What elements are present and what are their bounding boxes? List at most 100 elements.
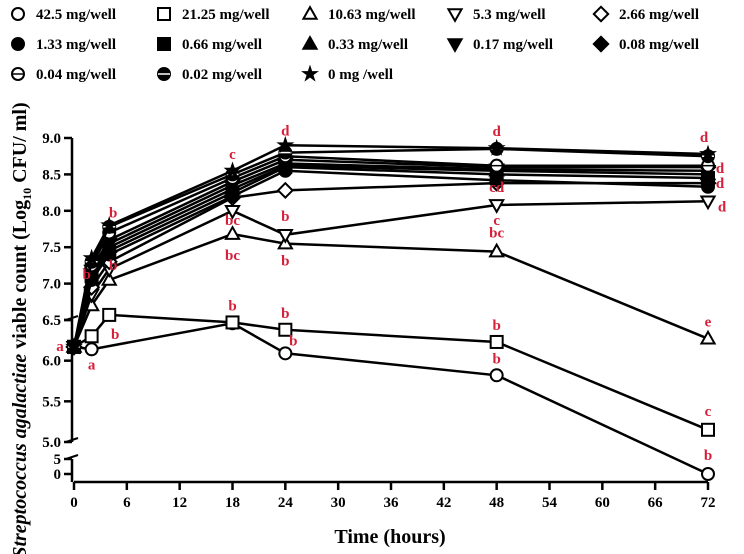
data-point [223, 161, 242, 179]
data-point [224, 225, 241, 240]
series [67, 149, 715, 354]
data-point [487, 138, 506, 156]
y-tick-label: 6.5 [42, 313, 61, 329]
series-line [73, 321, 709, 476]
axes: 0 6 12 18 24 30 36 42 48 54 60 66 72 6.5 7.0 7.5 8.0 8.5 9… [42, 131, 715, 511]
significance-label: b [82, 267, 90, 283]
legend-label: 0.33 mg/well [328, 37, 408, 53]
series-line [72, 232, 709, 348]
legend-marker [157, 7, 171, 21]
y-axis-title-sub: 10 [20, 188, 34, 200]
legend-label: 5.3 mg/well [473, 7, 546, 23]
x-tick-label: 12 [172, 495, 187, 511]
x-tick-label: 48 [489, 495, 504, 511]
data-point [278, 322, 293, 337]
data-point [277, 229, 294, 244]
significance-label: cd [489, 180, 505, 196]
data-point [65, 337, 83, 355]
legend-marker [301, 5, 319, 20]
legend-label: 21.25 mg/well [182, 7, 270, 23]
legend-item: 0 mg /well [301, 64, 393, 83]
series-line [72, 181, 708, 348]
axis-break-mark [65, 437, 79, 443]
data-point [278, 346, 293, 361]
legend-label: 0 mg /well [328, 67, 393, 83]
significance-label: c [493, 213, 500, 229]
significance-label: b [704, 448, 712, 464]
x-tick-label: 36 [384, 495, 400, 511]
significance-label: d [716, 176, 725, 192]
x-tick-label: 54 [542, 495, 558, 511]
data-point [225, 315, 240, 330]
y-axis-title: Streptococcus agalactiae viable count (L… [9, 102, 34, 554]
series-line [73, 313, 709, 431]
x-tick-label: 66 [648, 495, 664, 511]
y-tick-label: 0 [54, 467, 62, 483]
legend-label: 0.66 mg/well [182, 37, 262, 53]
legend-label: 1.33 mg/well [36, 37, 116, 53]
series [67, 307, 715, 437]
data-point [84, 329, 99, 344]
data-point [276, 135, 295, 153]
legend-item: 10.63 mg/well [301, 5, 416, 23]
legend-item: 0.66 mg/well [157, 37, 262, 53]
significance-label: b [281, 306, 289, 322]
x-tick-label: 30 [331, 495, 346, 511]
legend-item: 21.25 mg/well [157, 7, 270, 23]
y-tick-label: 7.5 [42, 240, 61, 256]
significance-label: bc [225, 213, 240, 229]
data-point [488, 242, 505, 258]
significance-label: b [492, 351, 500, 367]
series [65, 225, 717, 353]
significance-label: d [281, 123, 290, 139]
legend-marker [301, 64, 319, 82]
data-point [701, 467, 715, 481]
x-tick-label: 6 [123, 495, 131, 511]
x-tick-label: 0 [70, 495, 78, 511]
series [65, 135, 717, 355]
data-point [84, 342, 99, 357]
significance-label: bc [225, 248, 240, 264]
x-axis-title: Time (hours) [334, 526, 445, 548]
x-tick-label: 24 [278, 495, 294, 511]
series [67, 316, 715, 481]
series [67, 160, 715, 354]
significance-label: b [289, 333, 297, 349]
significance-label: d [718, 199, 727, 215]
axis-break-mark [65, 454, 79, 460]
legend-item: 0.08 mg/well [592, 35, 699, 53]
y-tick-label: 5 [54, 452, 62, 468]
significance-label: b [111, 327, 119, 343]
x-tick-label: 60 [595, 495, 610, 511]
legend-marker [301, 35, 319, 50]
legend-item: 42.5 mg/well [11, 7, 116, 23]
x-tick-label: 18 [225, 495, 240, 511]
data-point [100, 216, 119, 234]
y-tick-label: 5.5 [42, 394, 61, 410]
legend: 42.5 mg/well 21.25 mg/well 10.63 mg/well 5.… [11, 5, 699, 83]
legend-item: 0.17 mg/well [446, 37, 553, 53]
data-point [489, 334, 504, 349]
significance-label: e [705, 315, 712, 331]
axis-break-mark [65, 315, 79, 321]
significance-label: b [281, 254, 289, 270]
x-tick-label: 72 [701, 495, 716, 511]
legend-marker [157, 37, 171, 51]
significance-label: d [700, 130, 709, 146]
legend-label: 2.66 mg/well [619, 7, 699, 23]
legend-label: 0.04 mg/well [36, 67, 116, 83]
data-point [82, 248, 101, 266]
legend-item: 0.02 mg/well [157, 67, 262, 83]
data-point [488, 199, 505, 214]
y-axis-title-main: viable count (Log [9, 200, 31, 354]
y-axis-title-tail: CFU/ ml) [9, 102, 31, 188]
significance-label: a [88, 357, 96, 373]
data-point [100, 271, 118, 286]
significance-label: d [492, 124, 501, 140]
data-point [489, 368, 504, 383]
y-tick-label: 9.0 [42, 131, 61, 147]
data-point [699, 195, 717, 211]
y-axis-title-italic: Streptococcus agalactiae [9, 354, 31, 554]
